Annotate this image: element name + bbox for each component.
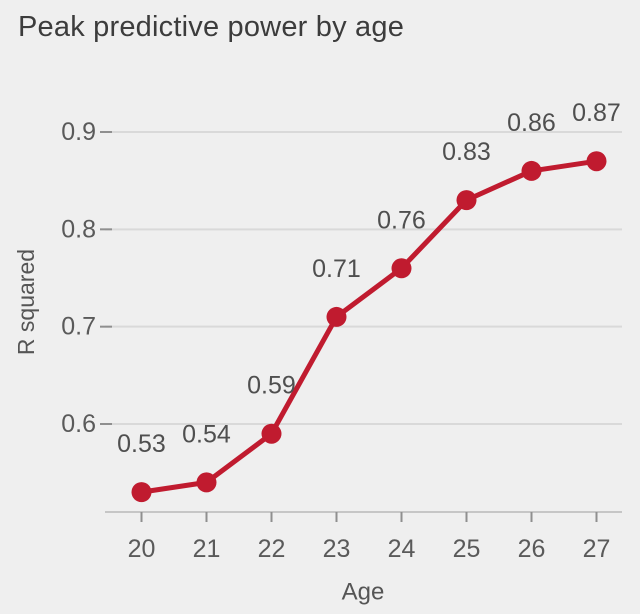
- y-tick-label: 0.9: [61, 118, 96, 146]
- x-tick-label: 24: [388, 535, 416, 563]
- data-point-label: 0.54: [182, 420, 231, 448]
- data-point: [521, 160, 542, 181]
- x-tick-label: 26: [518, 535, 546, 563]
- y-tick-label: 0.6: [61, 410, 96, 438]
- x-tick-label: 22: [258, 535, 286, 563]
- x-tick-label: 21: [193, 535, 221, 563]
- data-point-label: 0.76: [377, 206, 426, 234]
- y-axis-title: R squared: [13, 249, 39, 355]
- y-tick-label: 0.7: [61, 313, 96, 341]
- x-tick-label: 23: [323, 535, 351, 563]
- x-axis-title: Age: [342, 579, 385, 606]
- data-point: [261, 423, 282, 444]
- data-point-label: 0.71: [312, 255, 361, 283]
- chart-title: Peak predictive power by age: [18, 11, 405, 43]
- data-point-label: 0.86: [507, 109, 556, 137]
- data-point: [586, 151, 607, 172]
- data-point: [456, 190, 477, 211]
- x-tick-label: 27: [583, 535, 611, 563]
- data-point-label: 0.53: [117, 430, 166, 458]
- data-point-label: 0.83: [442, 138, 491, 166]
- data-point-label: 0.87: [572, 99, 621, 127]
- x-tick-label: 25: [453, 535, 481, 563]
- data-point: [326, 306, 347, 327]
- data-point: [196, 472, 217, 493]
- data-line: [139, 158, 599, 495]
- y-tick-label: 0.8: [61, 215, 96, 243]
- x-tick-label: 20: [128, 535, 156, 563]
- data-point: [391, 258, 412, 279]
- data-point: [131, 482, 152, 503]
- data-point-label: 0.59: [247, 372, 296, 400]
